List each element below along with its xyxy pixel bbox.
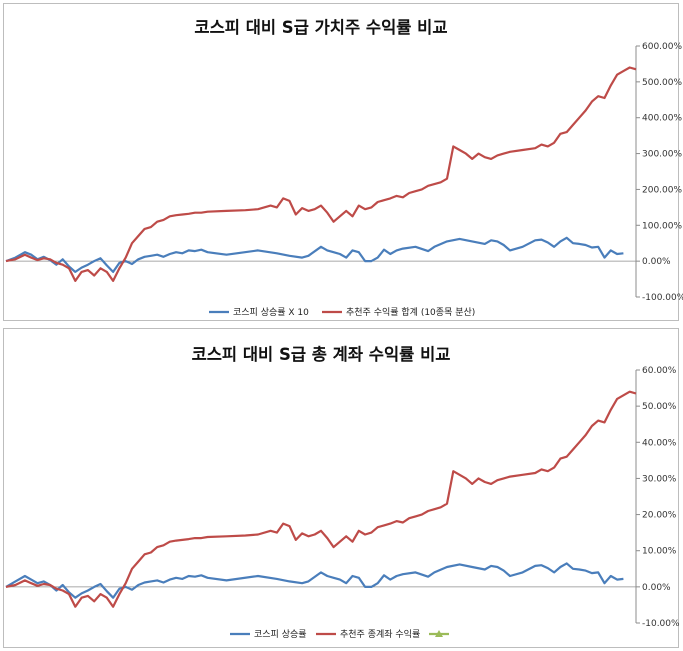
y-tick-label: 100.00% xyxy=(642,221,682,231)
chart-svg-1: 600.00% 500.00% 400.00% 300.00% 200.00% 100.0… xyxy=(5,42,683,318)
y-tick-label: 40.00% xyxy=(642,438,677,448)
y-tick-label: 50.00% xyxy=(642,402,677,412)
chart-panel-2: 코스피 대비 S급 총 계좌 수익률 비교 60.00% 50.00% 40.00%… xyxy=(3,328,680,648)
legend-label-1: 코스피 상승률 xyxy=(254,629,307,640)
series-line-1 xyxy=(5,562,624,599)
series-line-2 xyxy=(5,390,637,608)
series-line-1 xyxy=(5,236,624,273)
legend-marker-triangle xyxy=(435,630,443,637)
legend-label-1: 코스피 상승률 X 10 xyxy=(233,307,309,318)
y-tick-label: 500.00% xyxy=(642,78,682,88)
legend-label-2: 추천주 종계좌 수익률 xyxy=(340,628,420,640)
y-tick-label: 0.00% xyxy=(642,583,671,593)
y-tick-label: 300.00% xyxy=(642,150,682,160)
chart-svg-2: 60.00% 50.00% 40.00% 30.00% 20.00% 10.00% 0.00… xyxy=(5,366,680,640)
chart-title-2: 코스피 대비 S급 총 계좌 수익률 비교 xyxy=(191,345,451,364)
y-tick-label: -100.00% xyxy=(642,293,683,303)
y-tick-label: 0.00% xyxy=(642,257,671,267)
legend-label-2: 추천주 수익률 합계 (10종목 분산) xyxy=(346,306,475,318)
y-tick-label: 60.00% xyxy=(642,366,677,376)
y-tick-label: -10.00% xyxy=(642,619,680,629)
y-tick-label: 20.00% xyxy=(642,511,677,521)
series-line-2 xyxy=(5,66,637,282)
y-tick-label: 200.00% xyxy=(642,185,682,195)
chart-title-1: 코스피 대비 S급 가치주 수익률 비교 xyxy=(194,18,448,37)
y-tick-label: 10.00% xyxy=(642,547,677,557)
y-tick-label: 30.00% xyxy=(642,474,677,484)
chart-panel-1: 코스피 대비 S급 가치주 수익률 비교 600.00% 500.00% 400.0… xyxy=(3,3,683,321)
y-tick-label: 400.00% xyxy=(642,114,682,124)
y-tick-label: 600.00% xyxy=(642,42,682,52)
